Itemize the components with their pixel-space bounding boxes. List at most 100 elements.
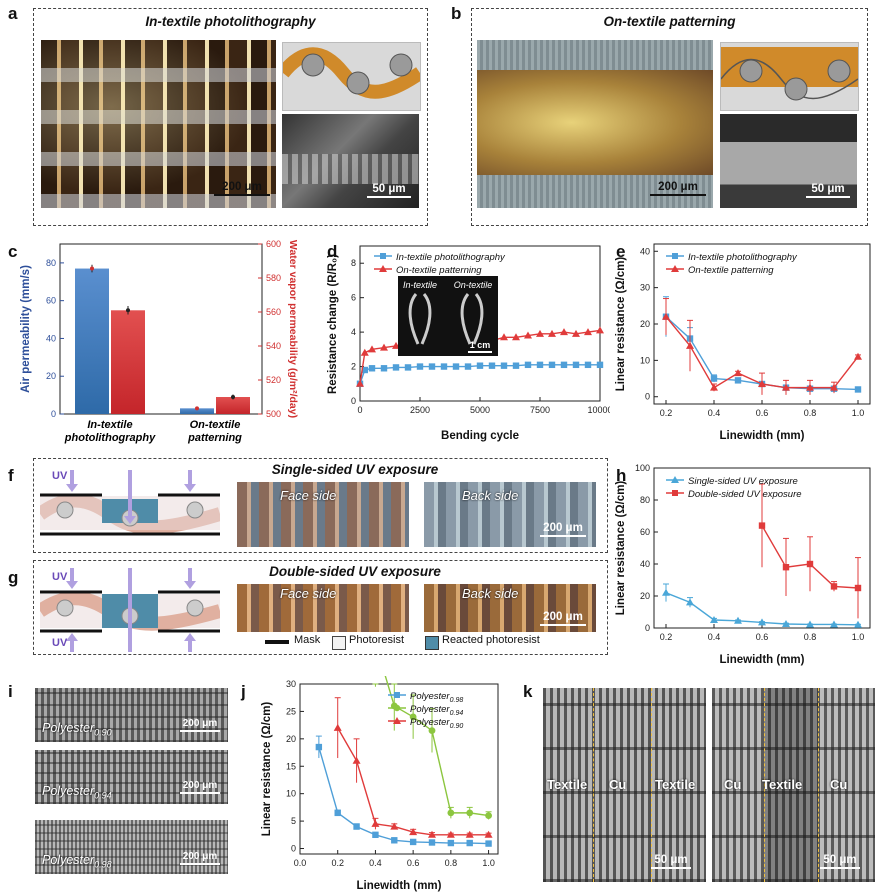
chart-d-series-0-point-2 <box>368 365 376 372</box>
chart-j-ytick-5: 25 <box>286 706 296 716</box>
panel-a-frame <box>33 8 428 226</box>
scale-bar-a-main: 200 μm <box>214 181 270 196</box>
panel-label-j: j <box>241 682 246 701</box>
panel-b-frame <box>471 8 868 226</box>
chart-c-bar-wv-0 <box>111 310 145 414</box>
chart-c-frame <box>59 243 263 415</box>
chart-j-series-0-point-4 <box>391 837 398 844</box>
chart-j-legend1-marker <box>394 692 400 698</box>
panel-label-b: b <box>451 4 462 23</box>
chart-j-series-2-point-0 <box>333 723 342 731</box>
chart-c-ytick-left-3: 60 <box>46 296 56 306</box>
chart-h-series-1-point-2 <box>806 560 814 568</box>
chart-d-series-0-point-4 <box>392 364 400 371</box>
chart-d-xtick-1: 2500 <box>410 405 430 415</box>
chart-h-ytick-4: 80 <box>640 495 650 505</box>
on-textile-sem-image <box>720 114 857 208</box>
chart-e-series-0-point-3 <box>734 377 742 384</box>
chart-c-ylabel-right: Water vapor permeability (g/m²/day) <box>287 240 299 418</box>
chart-h-xtick-1: 0.4 <box>708 632 721 642</box>
panel-g-frame <box>33 560 608 655</box>
chart-j-xlabel: Linewidth (mm) <box>357 880 442 892</box>
on-textile-schematic <box>720 42 859 111</box>
chart-d-series-0-point-8 <box>440 363 448 370</box>
chart-j-series-2-point-3 <box>390 822 399 830</box>
chart-d-series-0-point-18 <box>560 361 568 369</box>
panel-f-uv-label: UV <box>52 470 68 482</box>
chart-d-inset-sample2 <box>460 293 484 345</box>
chart-h-legend2: Double-sided UV exposure <box>688 489 802 500</box>
chart-j-legend3-marker <box>393 717 401 724</box>
chart-d-series-0-point-17 <box>548 361 556 369</box>
scale-bar-g: 200 μm <box>540 611 586 626</box>
chart-d-inset-in: In-textile <box>403 280 437 290</box>
panel-label-i: i <box>8 682 13 701</box>
chart-c-bar-air-0 <box>75 268 109 414</box>
sem-cu-textile-cu <box>712 688 875 882</box>
legend-photoresist-swatch <box>332 636 346 650</box>
chart-j-series-2-point-1 <box>352 756 361 764</box>
chart-h-xtick-3: 0.8 <box>804 632 817 642</box>
chart-e-series-1-point-2 <box>710 383 718 391</box>
chart-e-series-1-point-1 <box>686 341 694 349</box>
chart-j-series-1-point-6 <box>485 812 492 820</box>
chart-j-ytick-2: 10 <box>286 789 296 799</box>
panel-f-title: Single-sided UV exposure <box>271 462 439 477</box>
chart-d-series-1-point-16 <box>536 329 544 337</box>
chart-d-series-0-point-6 <box>416 363 424 370</box>
chart-c-ytick-left-2: 40 <box>46 333 56 343</box>
chart-j-legend3: Polyester0.90 <box>410 717 463 730</box>
chart-h-series-0-point-4 <box>758 618 766 626</box>
chart-d-xtick-2: 5000 <box>470 405 490 415</box>
chart-e-series-1-point-0 <box>662 312 670 320</box>
chart-e-series-1-point-3 <box>734 369 742 377</box>
polyester-090-sem <box>35 688 228 742</box>
chart-d-series-0-point-5 <box>404 364 412 371</box>
chart-j-series-0-point-6 <box>428 839 436 846</box>
chart-e-ytick-1: 10 <box>640 355 650 365</box>
chart-d-series-1-point-3 <box>380 343 388 351</box>
panel-g-face-label: Face side <box>280 586 337 601</box>
chart-e-legend1: In-textile photolithography <box>688 252 798 263</box>
chart-d-ytick-0: 0 <box>351 396 356 406</box>
chart-j-xtick-2: 0.4 <box>369 858 382 868</box>
chart-d-series-0-point-13 <box>500 362 508 369</box>
legend-photoresist-label: Photoresist <box>349 634 405 646</box>
chart-j-series-2-point-6 <box>446 830 455 838</box>
panel-g-uv-bottom-label: UV <box>52 637 68 649</box>
in-textile-schematic <box>282 42 421 111</box>
chart-d-series-0-point-15 <box>524 361 532 369</box>
panel-f-frame <box>33 458 608 553</box>
k-right-cu1: Cu <box>724 777 742 792</box>
chart-j-ytick-0: 0 <box>291 844 296 854</box>
chart-d-ytick-1: 2 <box>351 362 356 372</box>
scale-bar-b-sem: 50 μm <box>806 183 850 198</box>
chart-c-dot-air-0 <box>90 266 94 271</box>
chart-c-ytick-left-1: 20 <box>46 371 56 381</box>
double-sided-uv-schematic <box>40 568 220 652</box>
scale-bar-f: 200 μm <box>540 522 586 537</box>
chart-d-ytick-2: 4 <box>351 327 356 337</box>
chart-c-bar-wv-1 <box>216 397 250 414</box>
chart-h-ytick-3: 60 <box>640 527 650 537</box>
chart-c-cat1-line2: photolithography <box>64 432 156 444</box>
panel-label-d: d <box>327 242 338 261</box>
chart-e-xtick-2: 0.6 <box>756 408 769 418</box>
scale-bar-i1: 200 μm <box>180 718 220 732</box>
chart-j-legend2: Polyester0.94 <box>410 704 463 717</box>
panel-label-k: k <box>523 682 533 701</box>
chart-h-series-0-point-7 <box>830 620 838 628</box>
polyester-098-sem <box>35 820 228 874</box>
chart-e-series-0-point-2 <box>710 375 718 382</box>
panel-label-h: h <box>616 466 627 485</box>
chart-e-ytick-2: 20 <box>640 319 650 329</box>
chart-c-dot-wv-1 <box>231 395 235 399</box>
chart-c: 0 20 40 60 80 500 520 540 560 580 600 Air permeab… <box>20 239 299 444</box>
chart-d-ytick-4: 8 <box>351 258 356 268</box>
chart-h-ytick-5: 100 <box>635 463 650 473</box>
chart-j-ytick-3: 15 <box>286 761 296 771</box>
chart-h-legend1-marker <box>671 476 679 483</box>
chart-j-xtick-1: 0.2 <box>331 858 344 868</box>
